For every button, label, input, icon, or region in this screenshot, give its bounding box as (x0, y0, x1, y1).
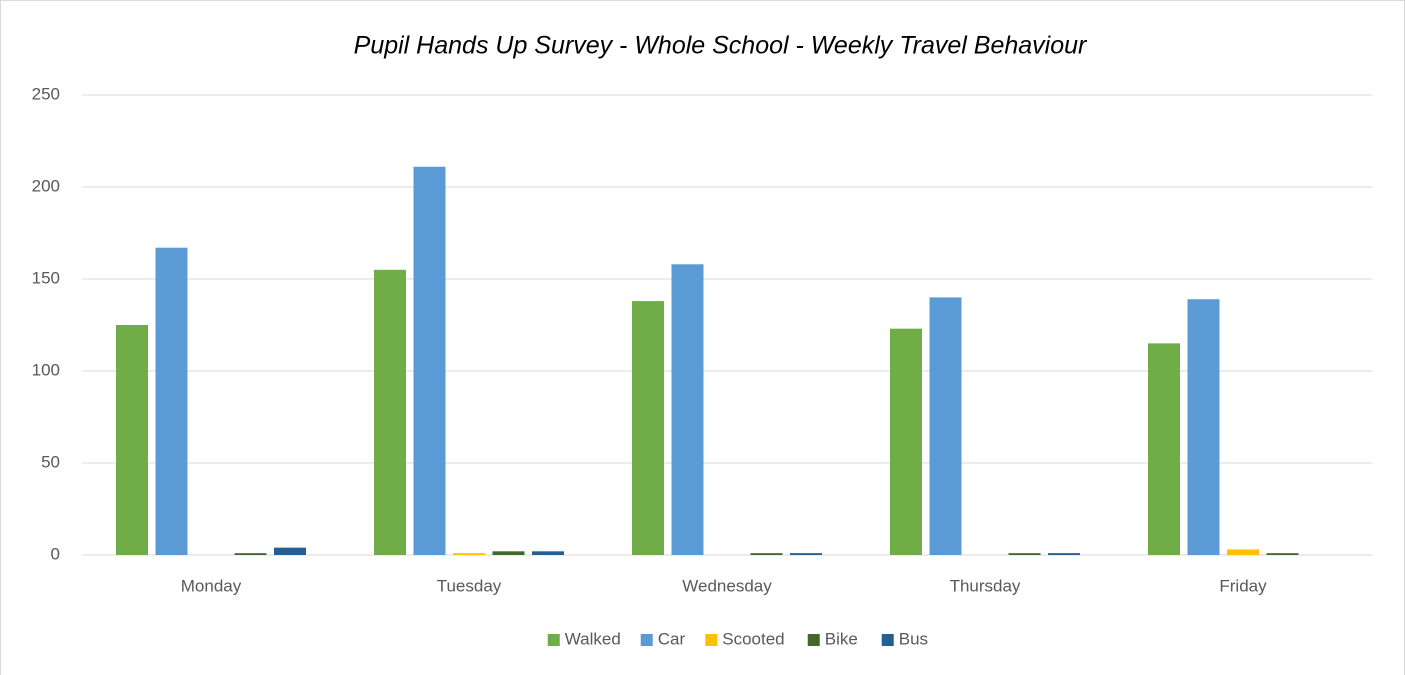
bar (532, 551, 564, 555)
y-tick-label: 50 (41, 452, 60, 471)
bar (790, 553, 822, 555)
y-tick-label: 150 (32, 268, 60, 287)
bar (671, 264, 704, 555)
legend-label: Bus (899, 629, 928, 648)
bar (453, 553, 485, 555)
bar (890, 328, 922, 555)
bar (374, 269, 406, 555)
bar (1048, 553, 1080, 555)
chart-title: Pupil Hands Up Survey - Whole School - W… (354, 32, 1088, 60)
x-tick-label: Friday (1219, 576, 1267, 595)
bar (492, 551, 525, 555)
legend-label: Scooted (722, 629, 784, 648)
bar (750, 553, 783, 555)
y-tick-label: 200 (32, 176, 60, 195)
bar (1187, 299, 1220, 555)
legend-swatch (547, 634, 560, 646)
x-tick-label: Thursday (950, 576, 1021, 595)
bar (1148, 343, 1180, 555)
bar (1227, 549, 1259, 555)
y-tick-label: 250 (32, 84, 60, 103)
y-tick-label: 0 (51, 544, 60, 563)
x-tick-label: Monday (181, 576, 242, 595)
legend-swatch (807, 634, 820, 646)
bar (413, 166, 446, 555)
x-tick-label: Tuesday (437, 576, 502, 595)
x-tick-label: Wednesday (682, 576, 772, 595)
bar (929, 297, 962, 555)
bar (1266, 553, 1299, 555)
bar (274, 547, 306, 555)
legend-label: Walked (565, 629, 621, 648)
bar (155, 247, 188, 555)
bar (234, 553, 267, 555)
y-tick-label: 100 (32, 360, 60, 379)
legend-swatch (640, 634, 653, 646)
legend-swatch (881, 634, 894, 646)
legend-label: Bike (825, 629, 858, 648)
legend-swatch (705, 634, 718, 646)
bar (116, 325, 148, 555)
bar (632, 301, 664, 555)
legend-label: Car (658, 629, 686, 648)
bar (1008, 553, 1041, 555)
